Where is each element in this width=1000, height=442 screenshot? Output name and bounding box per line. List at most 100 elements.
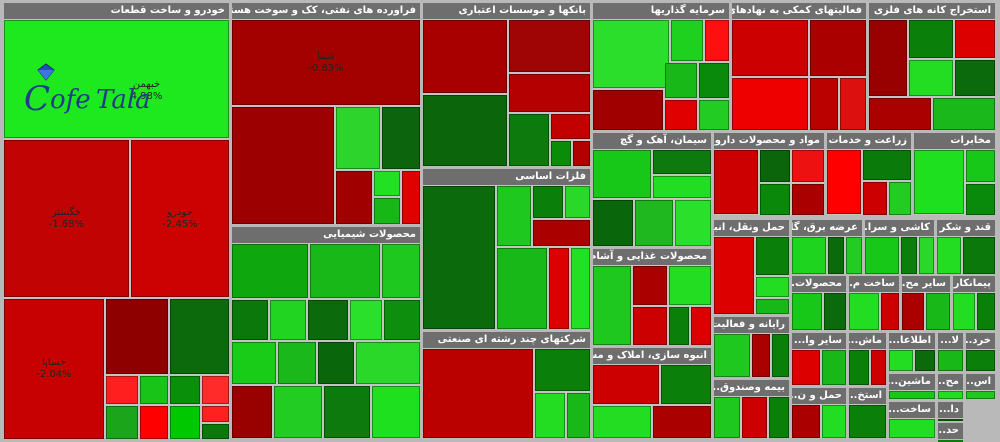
- stock-tile[interactable]: [170, 299, 229, 374]
- stock-tile[interactable]: [760, 150, 790, 182]
- stock-tile[interactable]: خبهمن 4.98%: [4, 20, 229, 138]
- stock-tile[interactable]: [106, 376, 138, 404]
- stock-tile[interactable]: [336, 171, 372, 224]
- stock-tile[interactable]: [669, 307, 689, 345]
- stock-tile[interactable]: [938, 419, 963, 421]
- stock-tile[interactable]: [792, 405, 820, 438]
- stock-tile[interactable]: [423, 186, 495, 329]
- sector[interactable]: اس...: [966, 374, 995, 399]
- stock-tile[interactable]: [792, 293, 822, 330]
- stock-tile[interactable]: [863, 182, 887, 215]
- stock-tile[interactable]: [232, 342, 276, 384]
- stock-tile[interactable]: [635, 200, 673, 246]
- stock-tile[interactable]: [633, 307, 667, 345]
- sector[interactable]: اطلاعا...: [889, 333, 935, 371]
- stock-tile[interactable]: [933, 98, 995, 130]
- sector[interactable]: قند و شکر: [937, 220, 995, 274]
- stock-tile[interactable]: [106, 406, 138, 439]
- stock-tile[interactable]: [140, 406, 168, 439]
- stock-tile[interactable]: [714, 150, 758, 214]
- stock-tile[interactable]: [792, 237, 826, 274]
- stock-tile[interactable]: [909, 20, 953, 58]
- sector[interactable]: عرضه برق، گا...: [792, 220, 862, 274]
- stock-tile[interactable]: [865, 237, 899, 274]
- stock-tile[interactable]: [871, 350, 886, 385]
- sector[interactable]: خودرو و ساخت قطعات خبهمن 4.98% خگستر -1.68% خ…: [4, 3, 229, 439]
- stock-tile[interactable]: [869, 98, 931, 130]
- stock-tile[interactable]: [966, 150, 995, 182]
- stock-tile[interactable]: [792, 350, 820, 385]
- stock-tile[interactable]: [278, 342, 316, 384]
- sector[interactable]: انبوه سازی، املاک و مس...: [593, 348, 711, 438]
- stock-tile[interactable]: [714, 397, 740, 438]
- sector[interactable]: خرد...: [966, 333, 995, 371]
- stock-tile[interactable]: [955, 20, 995, 58]
- stock-tile[interactable]: [372, 386, 420, 438]
- stock-tile[interactable]: [675, 200, 711, 246]
- sector[interactable]: فلزات اساسی: [423, 169, 590, 329]
- sector[interactable]: سیمان، آهک و گچ: [593, 133, 711, 246]
- stock-tile[interactable]: [402, 171, 420, 224]
- stock-tile[interactable]: [714, 334, 750, 377]
- stock-tile[interactable]: [849, 350, 869, 385]
- stock-tile[interactable]: [889, 350, 913, 371]
- stock-tile[interactable]: [953, 293, 975, 330]
- stock-tile[interactable]: [356, 342, 420, 384]
- stock-tile[interactable]: [593, 150, 651, 198]
- stock-tile[interactable]: [919, 237, 934, 274]
- stock-tile[interactable]: [336, 107, 380, 169]
- stock-tile[interactable]: [593, 365, 659, 404]
- sector[interactable]: شرکتهای چند رشته ای صنعتی: [423, 332, 590, 438]
- stock-tile[interactable]: [497, 186, 531, 246]
- stock-tile[interactable]: [232, 300, 268, 340]
- stock-tile[interactable]: [756, 299, 789, 314]
- sector[interactable]: ماشین...: [889, 374, 935, 399]
- sector[interactable]: زراعت و خدمات وا...: [827, 133, 911, 215]
- stock-tile[interactable]: [732, 20, 808, 76]
- stock-tile[interactable]: [374, 171, 400, 196]
- stock-tile[interactable]: [509, 20, 590, 72]
- stock-tile[interactable]: [966, 350, 995, 371]
- stock-tile[interactable]: [863, 150, 911, 180]
- stock-tile[interactable]: [824, 293, 846, 330]
- stock-tile[interactable]: [756, 277, 789, 297]
- stock-tile[interactable]: [760, 184, 790, 215]
- sector[interactable]: ساخت م...: [849, 276, 899, 330]
- stock-tile[interactable]: [699, 63, 729, 98]
- stock-tile[interactable]: خساپا -2.04%: [4, 299, 104, 439]
- stock-tile[interactable]: [308, 300, 348, 340]
- sector[interactable]: محصولات شیمیایی: [232, 227, 420, 438]
- stock-tile[interactable]: [593, 266, 631, 345]
- stock-tile[interactable]: خودرو -2.45%: [131, 140, 229, 297]
- stock-tile[interactable]: [232, 386, 272, 438]
- sector[interactable]: سرمایه گذاریها: [593, 3, 729, 130]
- stock-tile[interactable]: [533, 220, 590, 246]
- stock-tile[interactable]: [423, 349, 533, 438]
- stock-tile[interactable]: [792, 184, 824, 215]
- stock-tile[interactable]: [938, 391, 963, 399]
- stock-tile[interactable]: [665, 100, 697, 130]
- stock-tile[interactable]: [889, 182, 911, 215]
- stock-tile[interactable]: [384, 300, 420, 340]
- sector[interactable]: استخ...: [849, 388, 886, 438]
- sector[interactable]: سایر مح...: [902, 276, 950, 330]
- stock-tile[interactable]: [902, 293, 924, 330]
- stock-tile[interactable]: [509, 114, 549, 166]
- sector[interactable]: حد...: [938, 423, 963, 442]
- sector[interactable]: محصولات غذایی و آشام...: [593, 249, 711, 345]
- stock-tile[interactable]: شپنا -0.83%: [232, 20, 420, 105]
- stock-tile[interactable]: [828, 237, 844, 274]
- sector[interactable]: سایر وا...: [792, 333, 846, 385]
- stock-tile[interactable]: [671, 20, 703, 61]
- stock-tile[interactable]: [202, 376, 229, 404]
- stock-tile[interactable]: [769, 397, 789, 438]
- stock-tile[interactable]: [810, 20, 866, 76]
- stock-tile[interactable]: [937, 237, 961, 274]
- stock-tile[interactable]: [714, 237, 754, 314]
- stock-tile[interactable]: [849, 293, 879, 330]
- sector[interactable]: کاشی و سرا...: [865, 220, 934, 274]
- sector[interactable]: بیمه وصندوق...: [714, 380, 789, 438]
- stock-tile[interactable]: [350, 300, 382, 340]
- stock-tile[interactable]: [869, 20, 907, 96]
- sector[interactable]: فعالیتهای کمکی به نهادهای ...: [732, 3, 866, 130]
